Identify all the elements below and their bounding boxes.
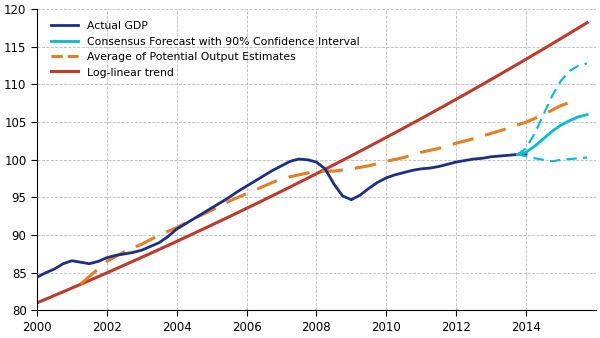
Legend: Actual GDP, Consensus Forecast with 90% Confidence Interval, Average of Potentia: Actual GDP, Consensus Forecast with 90% … [48, 18, 363, 81]
